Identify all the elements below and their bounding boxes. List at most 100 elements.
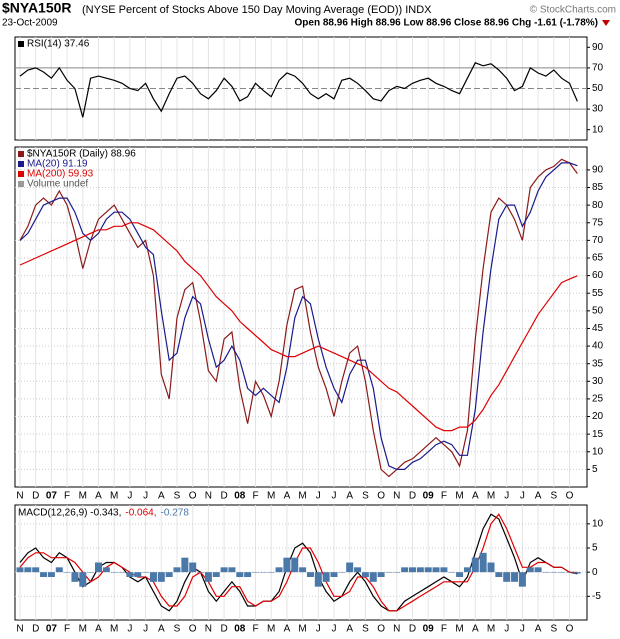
x-tick-label: F [64,491,70,502]
x-tick-label: J [316,624,321,635]
panel-frame [14,504,588,621]
legend-label: MACD(12,26,9) -0.343, [18,508,121,519]
x-tick-label: A [346,624,353,635]
histogram-bar [189,562,197,573]
y-tick-label: 50 [592,83,604,94]
x-tick-label: F [64,624,70,635]
histogram-bar [212,572,220,577]
histogram-bar [346,562,354,573]
legend-swatch [18,181,24,187]
histogram-bar [503,572,511,582]
histogram-bar [142,572,150,573]
histogram-bar [432,567,440,573]
x-tick-label: M [298,491,306,502]
y-tick-label: 5 [592,464,598,475]
x-tick-label: D [220,491,227,502]
x-tick-label: J [143,624,148,635]
y-tick-label: 70 [592,235,604,246]
source: © StockCharts.com [530,5,616,16]
y-tick-label: 45 [592,323,604,334]
legend-swatch [18,151,24,157]
x-tick-label: A [158,491,165,502]
y-tick-label: 40 [592,341,604,352]
y-tick-label: 30 [592,376,604,387]
legend-swatch [18,171,24,177]
x-tick-label: 07 [46,491,58,502]
histogram-bar [71,572,79,582]
x-tick-label: S [362,491,369,502]
histogram-bar [385,572,393,573]
legend-label: $NYA150R (Daily) 88.96 [27,149,136,160]
histogram-bar [102,567,110,573]
histogram-bar [542,572,550,573]
x-tick-label: M [487,491,495,502]
histogram-bar [448,572,456,573]
histogram-bar [479,552,487,573]
y-tick-label: 60 [592,270,604,281]
x-tick-label: J [143,491,148,502]
histogram-bar [157,572,165,582]
panel-frame [14,146,588,488]
y-tick-label: 50 [592,305,604,316]
histogram-bar [416,567,424,573]
series-line [19,513,578,612]
y-tick-label: 80 [592,200,604,211]
x-tick-label: M [455,491,463,502]
histogram-bar [252,572,259,573]
histogram-bar [511,572,519,582]
x-tick-label: D [220,624,227,635]
x-tick-label: S [550,491,557,502]
x-tick-label: A [535,491,542,502]
y-tick-label: 10 [592,518,604,529]
x-tick-label: A [158,624,165,635]
x-tick-label: M [110,491,118,502]
histogram-bar [165,572,173,577]
legend-label: MA(20) 91.19 [27,159,88,170]
legend-swatch [18,41,24,47]
histogram-bar [440,567,448,573]
x-tick-label: J [332,624,337,635]
histogram-bar [204,572,212,582]
x-tick-label: D [409,491,416,502]
histogram-bar [40,572,48,577]
legend-label: RSI(14) 37.46 [27,39,90,50]
x-tick-label: A [284,491,291,502]
y-tick-label: 55 [592,288,604,299]
legend-swatch [18,161,24,167]
histogram-bar [330,572,338,577]
histogram-bar [181,557,189,573]
x-tick-label: O [377,624,385,635]
x-tick-label: F [252,491,258,502]
x-tick-label: M [487,624,495,635]
y-tick-label: 65 [592,253,604,264]
x-tick-label: M [79,624,87,635]
x-tick-label: 08 [234,624,246,635]
histogram-bar [283,557,291,573]
histogram-bar [173,567,181,573]
x-tick-label: 09 [423,491,435,502]
series-line [19,222,578,432]
histogram-bar [236,572,244,577]
x-tick-label: J [504,624,509,635]
x-tick-label: O [377,491,385,502]
x-tick-label: N [393,491,400,502]
x-tick-label: N [16,624,23,635]
x-tick-label: M [110,624,118,635]
histogram-bar [291,557,299,573]
description: (NYSE Percent of Stocks Above 150 Day Mo… [82,4,432,16]
series-line [19,513,578,612]
x-tick-label: S [362,624,369,635]
y-tick-label: 85 [592,182,604,193]
x-tick-label: 07 [46,624,58,635]
histogram-bar [275,567,283,573]
x-tick-label: M [79,491,87,502]
histogram-bar [526,567,534,573]
histogram-bar [550,572,558,573]
y-tick-label: 70 [592,63,604,74]
x-tick-label: S [174,491,181,502]
histogram-bar [299,567,307,573]
histogram-bar [456,572,464,577]
x-tick-label: J [332,491,337,502]
x-tick-label: A [95,491,102,502]
